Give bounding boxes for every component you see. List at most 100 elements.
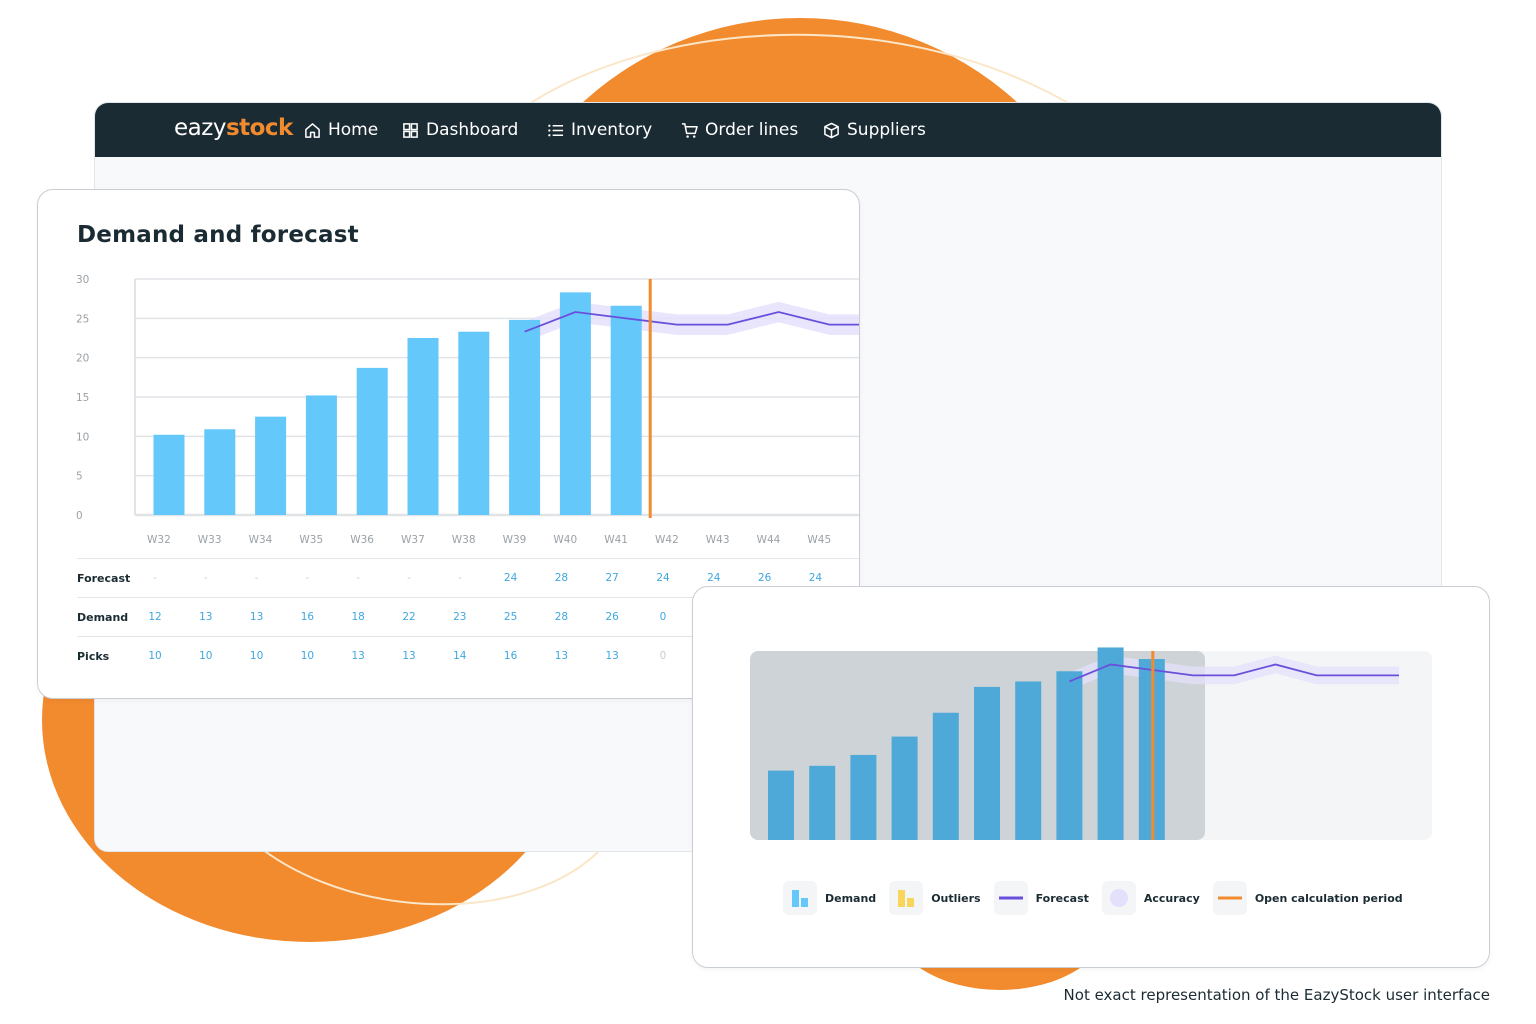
dashboard-grid-icon xyxy=(403,122,418,138)
nav-dashboard-label: Dashboard xyxy=(426,120,519,140)
logo-bold-text: stock xyxy=(225,115,293,141)
legend-item-forecast[interactable]: Forecast xyxy=(993,881,1089,915)
forecast-line xyxy=(524,311,859,333)
overview-demand-bar xyxy=(1097,647,1124,840)
demand-bar xyxy=(610,305,642,515)
forecast-legend-icon xyxy=(993,881,1028,915)
table-cell-forecast: 24 xyxy=(503,572,518,584)
box-icon xyxy=(824,122,839,138)
x-tick-label: W36 xyxy=(350,534,374,546)
overview-demand-bar xyxy=(809,765,836,840)
legend-label-accuracy: Accuracy xyxy=(1143,891,1200,905)
nav-dashboard[interactable]: Dashboard xyxy=(402,117,518,143)
x-tick-label: W34 xyxy=(249,534,273,546)
legend-item-demand[interactable]: Demand xyxy=(783,881,876,915)
overview-demand-bar xyxy=(850,754,877,840)
table-cell-forecast: 26 xyxy=(757,572,772,584)
table-cell-picks: 13 xyxy=(351,650,365,662)
nav-suppliers-label: Suppliers xyxy=(847,120,926,140)
nav-home-label: Home xyxy=(328,120,379,140)
x-tick-label: W35 xyxy=(299,534,323,546)
table-cell-demand: 22 xyxy=(402,611,416,623)
nav-order-lines[interactable]: Order lines xyxy=(681,117,798,143)
table-cell-picks: 16 xyxy=(503,650,518,662)
demand-forecast-panel: Demand and forecast 0 5 10 15 20 25 30 W32 W33 W3… xyxy=(37,189,860,699)
demand-legend-icon xyxy=(783,881,817,915)
demand-bar xyxy=(153,434,185,515)
table-cell-demand: 28 xyxy=(554,611,569,623)
x-tick-label: W32 xyxy=(147,534,171,546)
nav-home[interactable]: Home xyxy=(304,117,378,143)
legend-label-demand: Demand xyxy=(825,891,877,905)
table-cell-picks: 10 xyxy=(300,650,315,662)
y-tick-label: 15 xyxy=(76,392,89,404)
overview-demand-bar xyxy=(932,712,959,840)
table-cell-forecast: 27 xyxy=(605,572,619,584)
demand-bar xyxy=(305,395,337,515)
disclaimer-caption: Not exact representation of the EazyStoc… xyxy=(1063,986,1490,1004)
legend-item-outliers[interactable]: Outliers xyxy=(889,881,981,915)
nav-inventory[interactable]: Inventory xyxy=(547,117,652,143)
legend-label-open-period: Open calculation period xyxy=(1254,891,1403,905)
x-tick-label: W44 xyxy=(757,534,781,546)
table-cell-forecast: - xyxy=(457,572,462,584)
chart-legend: Demand Outliers Forecast Accuracy Open c… xyxy=(783,881,1416,915)
table-divider xyxy=(77,558,859,559)
demand-bar xyxy=(509,319,541,515)
nav-suppliers[interactable]: Suppliers xyxy=(823,117,926,143)
y-tick-label: 10 xyxy=(76,431,89,443)
demand-bar xyxy=(559,292,591,515)
panel-title: Demand and forecast xyxy=(77,222,359,248)
table-cell-picks: 10 xyxy=(199,650,213,662)
overview-demand-bar xyxy=(1015,681,1042,840)
table-cell-forecast: 24 xyxy=(656,572,670,584)
accuracy-legend-icon xyxy=(1101,881,1136,915)
overview-demand-bar xyxy=(768,770,794,840)
table-cell-picks: 10 xyxy=(249,650,264,662)
demand-bar xyxy=(204,429,236,515)
eazystock-logo[interactable]: eazystock xyxy=(174,115,293,141)
home-icon xyxy=(305,122,320,138)
table-cell-forecast: 24 xyxy=(707,572,721,584)
table-cell-picks: 14 xyxy=(453,650,467,662)
x-tick-label: W41 xyxy=(604,534,628,546)
cart-icon xyxy=(681,122,698,138)
demand-bar xyxy=(407,338,439,515)
x-tick-label: W37 xyxy=(401,534,425,546)
table-cell-forecast: - xyxy=(407,572,411,584)
table-divider xyxy=(77,636,859,637)
legend-item-accuracy[interactable]: Accuracy xyxy=(1101,881,1200,915)
table-cell-demand: 23 xyxy=(453,611,467,623)
list-icon xyxy=(548,124,564,136)
accuracy-band xyxy=(524,301,859,342)
table-cell-picks: 13 xyxy=(554,650,569,662)
y-tick-label: 30 xyxy=(76,274,89,286)
legend-label-forecast: Forecast xyxy=(1035,891,1089,905)
table-cell-picks: 0 xyxy=(659,650,667,662)
table-cell-demand: 16 xyxy=(300,611,315,623)
row-label-demand: Demand xyxy=(77,611,129,624)
overview-demand-bar xyxy=(891,736,918,840)
table-cell-forecast: - xyxy=(153,572,157,584)
row-label-picks: Picks xyxy=(77,650,110,663)
open-period-legend-icon xyxy=(1212,881,1247,915)
x-tick-label: W40 xyxy=(553,534,577,546)
y-tick-label: 5 xyxy=(76,471,83,483)
x-tick-label: W33 xyxy=(198,534,222,546)
chart-overview-panel: Demand Outliers Forecast Accuracy Open c… xyxy=(692,586,1490,968)
table-cell-forecast: - xyxy=(254,572,259,584)
table-cell-forecast: - xyxy=(203,572,208,584)
demand-bar xyxy=(458,331,490,515)
table-cell-forecast: - xyxy=(356,572,361,584)
overview-forecast-line xyxy=(1069,663,1399,683)
table-cell-picks: 13 xyxy=(402,650,416,662)
table-cell-demand: 0 xyxy=(659,611,667,623)
row-label-forecast: Forecast xyxy=(77,572,131,585)
demand-forecast-chart: 0 5 10 15 20 25 30 W32 W33 W34 W35 W36 W37 W38 W39 W40 W… xyxy=(76,274,859,546)
table-cell-picks: 10 xyxy=(148,650,162,662)
legend-item-open-period[interactable]: Open calculation period xyxy=(1212,881,1403,915)
outliers-legend-icon xyxy=(889,881,924,915)
legend-label-outliers: Outliers xyxy=(931,891,981,905)
y-tick-label: 20 xyxy=(76,353,89,365)
table-cell-forecast: 24 xyxy=(808,572,823,584)
